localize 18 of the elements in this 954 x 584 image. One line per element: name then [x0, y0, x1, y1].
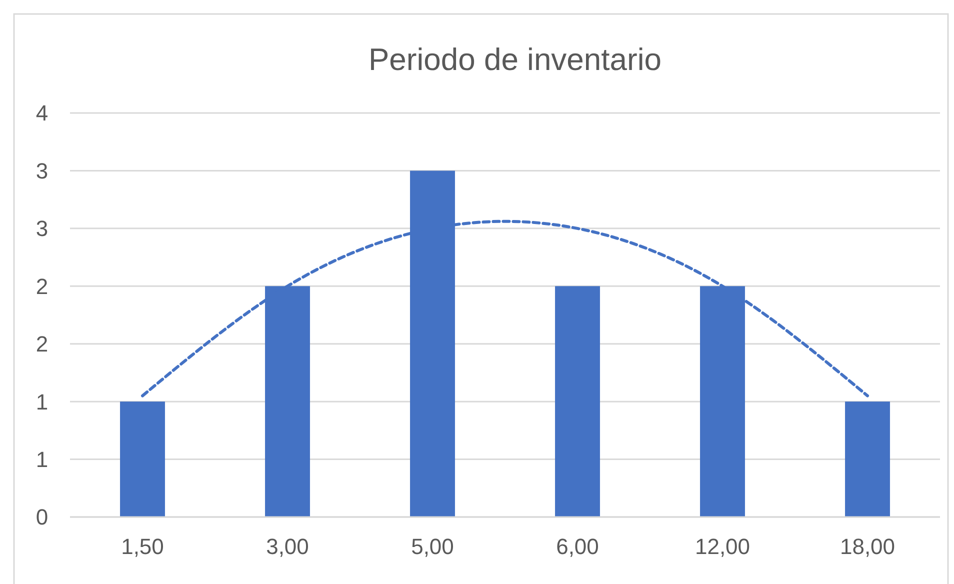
y-tick-label: 1 [36, 389, 48, 414]
x-tick-label: 1,50 [121, 534, 164, 559]
bar [555, 286, 600, 517]
bar [120, 402, 165, 517]
x-tick-label: 18,00 [840, 534, 896, 559]
y-tick-label: 2 [36, 274, 48, 299]
y-tick-label: 2 [36, 332, 48, 357]
bar [845, 402, 890, 517]
y-tick-label: 3 [36, 158, 48, 184]
x-tick-label: 12,00 [694, 534, 750, 559]
y-tick-label: 3 [36, 216, 48, 242]
chart-title: Periodo de inventario [368, 42, 662, 77]
y-tick-label: 1 [36, 446, 48, 472]
x-tick-label: 6,00 [556, 534, 599, 559]
y-tick-label: 4 [36, 100, 48, 126]
x-tick-label: 5,00 [411, 534, 454, 559]
y-tick-label: 0 [36, 504, 48, 530]
x-tick-label: 3,00 [266, 534, 309, 559]
